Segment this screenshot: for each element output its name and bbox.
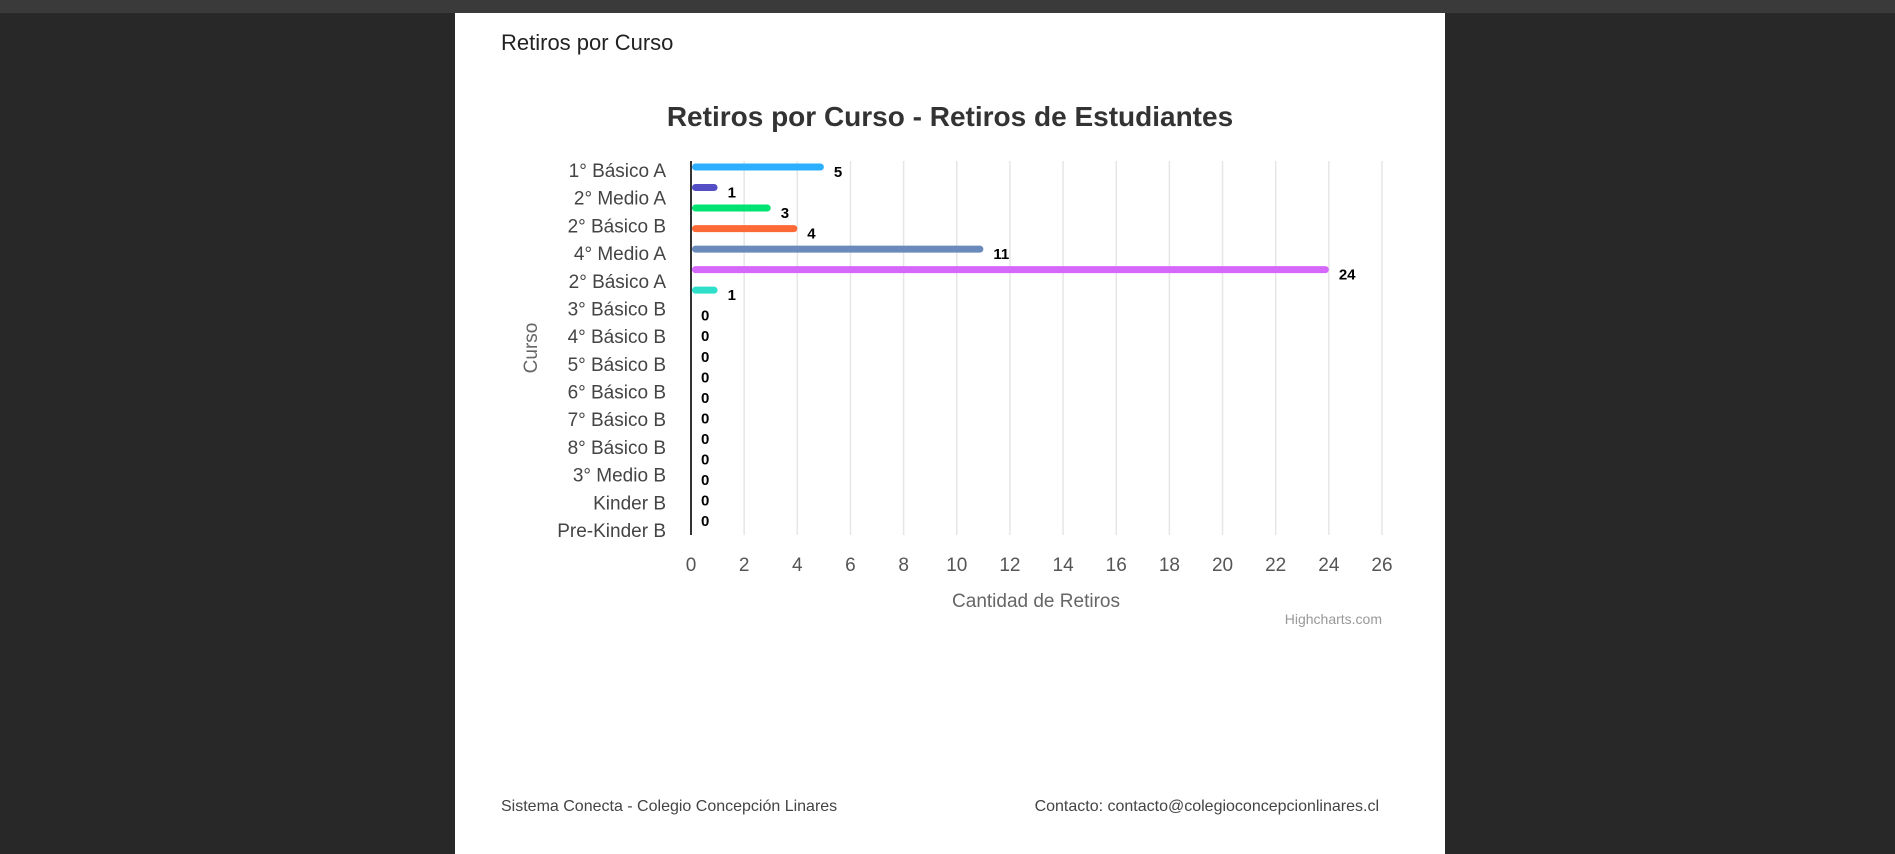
report-page: Retiros por Curso Retiros por Curso - Re…: [455, 13, 1445, 854]
y-tick-label: 2° Básico A: [569, 272, 667, 293]
bar[interactable]: [692, 286, 718, 294]
data-label: 0: [701, 431, 709, 448]
bar[interactable]: [692, 245, 984, 253]
y-tick-label: 1° Básico A: [569, 161, 667, 182]
y-tick-label: 4° Básico B: [568, 327, 666, 348]
x-tick-label: 14: [1053, 555, 1075, 576]
bar[interactable]: [692, 225, 798, 233]
y-tick-label: 2° Básico B: [568, 216, 666, 237]
x-tick-label: 20: [1212, 555, 1233, 576]
x-tick-label: 2: [739, 555, 750, 576]
data-label: 0: [701, 451, 709, 468]
bars: [692, 163, 1329, 294]
x-tick-label: 10: [946, 555, 967, 576]
data-labels: 5 1 3 4 11 24 1 0 0 0 0 0 0 0 0 0 0 0: [701, 164, 1356, 530]
data-label: 24: [1339, 267, 1356, 284]
y-tick-label: 2° Medio A: [574, 189, 666, 210]
x-axis-ticks: 0 2 4 6 8 10 12 14 16 18 20 22 24 26: [686, 555, 1393, 576]
y-tick-label: 6° Básico B: [568, 383, 666, 404]
y-tick-label: 4° Medio A: [574, 244, 666, 265]
data-label: 0: [701, 472, 709, 489]
x-tick-label: 8: [898, 555, 909, 576]
x-axis-title: Cantidad de Retiros: [952, 591, 1120, 612]
bar[interactable]: [692, 184, 718, 192]
x-tick-label: 26: [1371, 555, 1392, 576]
data-label: 0: [701, 390, 709, 407]
page-heading: Retiros por Curso: [501, 30, 674, 55]
x-tick-label: 12: [999, 555, 1020, 576]
data-label: 0: [701, 492, 709, 509]
bar[interactable]: [692, 266, 1329, 274]
data-label: 5: [834, 164, 842, 181]
y-tick-label: 3° Medio B: [573, 466, 666, 487]
y-axis-title: Curso: [521, 323, 542, 374]
data-label: 4: [807, 226, 816, 243]
data-label: 3: [781, 205, 789, 222]
bar-chart: Retiros por Curso - Retiros de Estudiant…: [521, 101, 1393, 627]
data-label: 1: [728, 287, 736, 304]
x-tick-label: 4: [792, 555, 803, 576]
x-tick-label: 22: [1265, 555, 1286, 576]
data-label: 0: [701, 328, 709, 345]
y-tick-label: 8° Básico B: [568, 438, 666, 459]
y-tick-label: Pre-Kinder B: [557, 521, 666, 542]
x-tick-label: 24: [1318, 555, 1340, 576]
footer-system-name: Sistema Conecta - Colegio Concepción Lin…: [501, 798, 838, 815]
x-tick-label: 6: [845, 555, 856, 576]
bar[interactable]: [692, 163, 824, 171]
data-label: 0: [701, 410, 709, 427]
browser-top-bar: [0, 0, 1895, 13]
y-axis-labels: 1° Básico A 2° Medio A 2° Básico B 4° Medio…: [557, 161, 666, 542]
x-tick-label: 18: [1159, 555, 1180, 576]
footer-contact: Contacto: contacto@colegioconcepcionlina…: [1034, 798, 1379, 815]
y-tick-label: 7° Básico B: [568, 410, 666, 431]
chart-title: Retiros por Curso - Retiros de Estudiant…: [667, 101, 1233, 132]
y-tick-label: 3° Básico B: [568, 299, 666, 320]
x-tick-label: 0: [686, 555, 697, 576]
y-tick-label: 5° Básico B: [568, 355, 666, 376]
data-label: 0: [701, 369, 709, 386]
y-tick-label: Kinder B: [593, 493, 666, 514]
data-label: 1: [728, 185, 736, 202]
chart-credits[interactable]: Highcharts.com: [1285, 611, 1382, 627]
data-label: 0: [701, 308, 709, 325]
data-label: 0: [701, 349, 709, 366]
data-label: 0: [701, 513, 709, 530]
bar[interactable]: [692, 204, 771, 212]
x-tick-label: 16: [1106, 555, 1127, 576]
data-label: 11: [993, 246, 1009, 263]
chart-grid: [743, 161, 1383, 535]
